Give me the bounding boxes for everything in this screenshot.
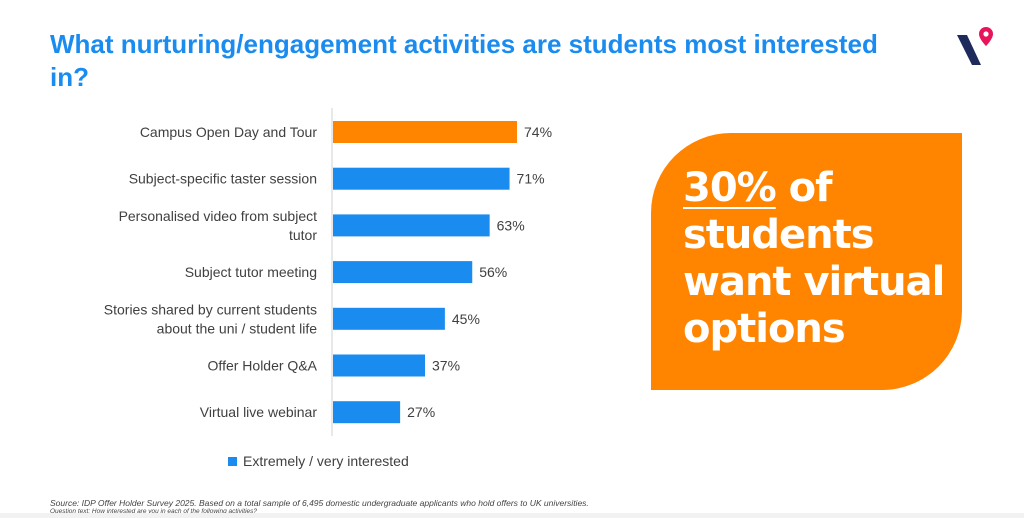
- data-label: 45%: [452, 311, 480, 327]
- callout-rest: of students want virtual options: [683, 165, 945, 352]
- category-label: Stories shared by current students: [104, 301, 317, 317]
- category-label: Virtual live webinar: [200, 404, 318, 420]
- bar: [333, 214, 490, 237]
- data-label: 74%: [524, 124, 552, 140]
- bar: [333, 401, 401, 424]
- bottom-strip: [0, 513, 1024, 518]
- category-label: Personalised video from subject: [119, 208, 318, 224]
- callout-text: 30% of students want virtual options: [683, 165, 962, 353]
- data-label: 37%: [432, 358, 460, 374]
- idp-logo-icon: [957, 27, 993, 65]
- category-label: Subject tutor meeting: [185, 264, 317, 280]
- data-label: 27%: [407, 404, 435, 420]
- data-label: 63%: [497, 217, 525, 233]
- legend-swatch: [228, 456, 237, 466]
- footer: Source: IDP Offer Holder Survey 2025. Ba…: [50, 498, 589, 515]
- page-title: What nurturing/engagement activities are…: [50, 29, 878, 92]
- category-label: Campus Open Day and Tour: [140, 124, 318, 140]
- bar: [333, 121, 517, 143]
- legend-label: Extremely / very interested: [243, 453, 409, 469]
- category-label: tutor: [289, 227, 317, 243]
- bar-chart: 74% Campus Open Day and Tour 71% Subject-sp…: [104, 108, 552, 436]
- callout-box: 30% of students want virtual options: [651, 133, 962, 390]
- source-note: Source: IDP Offer Holder Survey 2025. Ba…: [50, 498, 589, 508]
- bar: [333, 261, 473, 284]
- data-label: 56%: [479, 264, 507, 280]
- question-note: Question text: How interested are you in…: [50, 508, 258, 515]
- data-label: 71%: [517, 171, 545, 187]
- bar: [333, 307, 445, 330]
- category-label: about the uni / student life: [157, 320, 318, 336]
- bar: [333, 354, 425, 377]
- category-label: Subject-specific taster session: [129, 171, 317, 187]
- category-label: Offer Holder Q&A: [208, 358, 318, 374]
- bar: [333, 167, 510, 190]
- chart-legend: Extremely / very interested: [228, 453, 409, 469]
- callout-highlight: 30%: [683, 165, 777, 211]
